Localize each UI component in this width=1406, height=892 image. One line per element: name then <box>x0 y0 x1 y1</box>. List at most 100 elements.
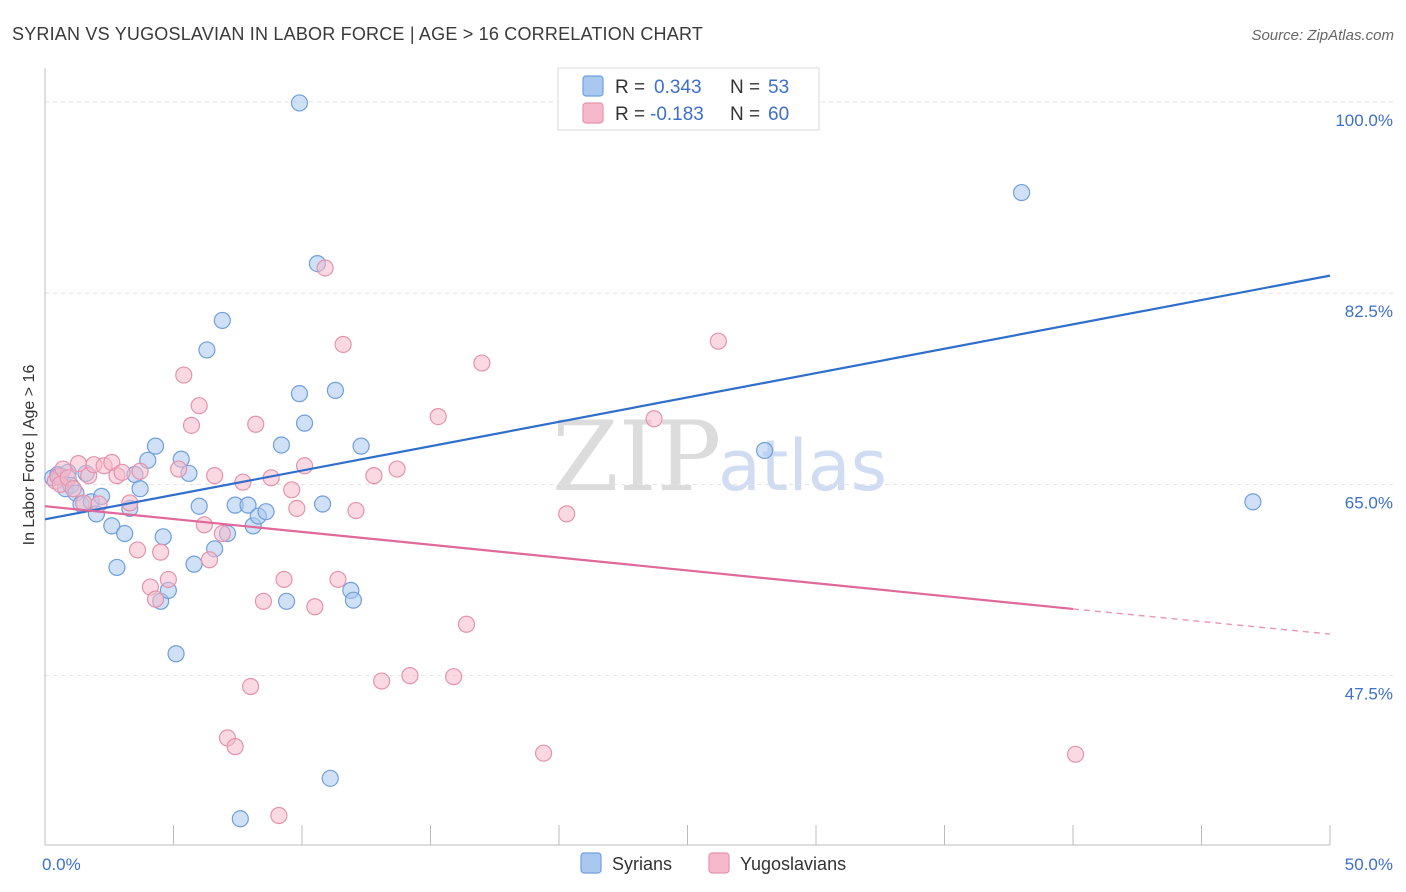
syrian-point <box>1012 183 1031 202</box>
trend-lines <box>44 274 1331 635</box>
legend-n-label: N = <box>730 77 760 98</box>
bottom-legend-swatch-yugoslavians <box>708 852 730 874</box>
yugoslavian-point <box>534 744 553 762</box>
series-legend: Syrians Yugoslavians <box>580 852 846 874</box>
syrian-point <box>321 769 339 787</box>
syrian-point <box>167 645 185 663</box>
syrian-point <box>272 436 291 454</box>
y-tick-label: 65.0% <box>1345 493 1393 512</box>
yugoslavian-point <box>242 677 260 696</box>
yugoslavian-point <box>283 481 301 499</box>
yugoslavian-point <box>457 615 476 633</box>
yugoslavian-point <box>146 590 165 608</box>
syrian-point <box>313 495 332 513</box>
yugoslavian-point <box>206 467 224 485</box>
yugoslavian-trend-extension <box>1072 608 1331 635</box>
syrian-point <box>116 524 134 543</box>
x-tick-labels: 0.0% 50.0% <box>42 855 1393 874</box>
legend-r-label: R = <box>615 104 645 125</box>
yugoslavian-point <box>247 415 265 433</box>
yugoslavian-point <box>347 501 365 520</box>
syrian-point <box>290 385 309 403</box>
yugoslavian-point <box>254 592 273 610</box>
yugoslavian-point <box>316 259 334 277</box>
yugoslavian-point <box>445 668 463 686</box>
syrian-point <box>352 437 370 455</box>
syrian-point <box>755 441 774 460</box>
yugoslavian-point <box>645 410 663 428</box>
syrian-point <box>213 311 231 330</box>
syrian-point <box>108 558 126 577</box>
yugoslavian-point <box>329 570 347 589</box>
syrian-point <box>277 592 296 610</box>
y-tick-labels: 100.0% 82.5% 65.0% 47.5% <box>1335 111 1393 704</box>
chart-title: SYRIAN VS YUGOSLAVIAN IN LABOR FORCE | A… <box>12 24 703 44</box>
syrian-trend-line <box>44 274 1331 521</box>
legend-swatch-syrians <box>582 75 604 97</box>
syrian-point <box>146 437 165 455</box>
bottom-legend-yugoslavians: Yugoslavians <box>740 854 846 874</box>
yugoslavian-point <box>558 505 576 523</box>
y-axis-label: In Labor Force | Age > 16 <box>21 365 38 546</box>
syrian-point <box>1244 493 1262 511</box>
bottom-legend-syrians: Syrians <box>612 854 672 874</box>
yugoslavian-point <box>275 570 293 589</box>
yugoslavian-point <box>270 806 288 825</box>
syrian-point <box>190 497 208 515</box>
yugoslavian-point <box>429 408 447 426</box>
syrian-point <box>257 503 275 521</box>
legend-n-value: 60 <box>768 104 789 125</box>
yugoslavian-point <box>388 460 406 478</box>
yugoslavian-point <box>226 738 244 756</box>
yugoslavian-point <box>170 460 188 478</box>
syrian-point <box>154 528 172 546</box>
y-tick-label: 47.5% <box>1345 685 1393 704</box>
yugoslavian-point <box>195 516 213 534</box>
yugoslavian-trend-line <box>44 505 1074 611</box>
syrian-point <box>239 496 257 514</box>
gridlines <box>45 101 1393 677</box>
x-minor-ticks <box>44 825 1331 845</box>
yugoslavian-point <box>213 524 231 543</box>
x-tick-label: 0.0% <box>42 855 81 874</box>
yugoslavian-point <box>113 463 131 481</box>
yugoslavian-point <box>401 667 419 685</box>
yugoslavian-point <box>365 467 383 485</box>
yugoslavian-point <box>175 366 193 384</box>
bottom-legend-swatch-syrians <box>580 852 602 874</box>
yugoslavian-point <box>131 462 149 480</box>
yugoslavian-point <box>709 332 727 350</box>
yugoslavian-point <box>473 354 491 372</box>
syrian-point <box>326 381 345 399</box>
watermark-zip: ZIP <box>552 401 721 513</box>
syrian-point <box>344 591 362 609</box>
syrian-point <box>131 480 149 498</box>
yugoslavian-point <box>152 543 170 561</box>
yugoslavian-point <box>182 416 201 434</box>
syrian-point <box>103 517 121 535</box>
y-tick-label: 82.5% <box>1345 302 1393 321</box>
yugoslavian-point <box>200 551 219 569</box>
yugoslavian-points <box>46 259 1085 825</box>
yugoslavian-point <box>1066 745 1085 763</box>
syrian-point <box>295 414 314 432</box>
yugoslavian-point <box>159 570 177 589</box>
yugoslavian-point <box>373 672 391 690</box>
watermark-atlas: atlas <box>718 425 887 507</box>
syrian-point <box>198 341 216 359</box>
syrian-point <box>185 555 203 573</box>
y-tick-label: 100.0% <box>1335 111 1393 130</box>
yugoslavian-point <box>334 335 352 354</box>
legend-n-value: 53 <box>768 77 789 98</box>
yugoslavian-point <box>190 397 208 415</box>
yugoslavian-point <box>64 480 82 498</box>
legend-n-label: N = <box>730 104 760 125</box>
x-tick-label: 50.0% <box>1345 855 1393 874</box>
legend-r-value: 0.343 <box>654 77 702 98</box>
legend-r-value: -0.183 <box>650 104 704 125</box>
yugoslavian-point <box>128 541 147 559</box>
chart-source: Source: ZipAtlas.com <box>1251 27 1394 44</box>
syrian-point <box>290 94 309 112</box>
yugoslavian-point <box>306 598 324 616</box>
